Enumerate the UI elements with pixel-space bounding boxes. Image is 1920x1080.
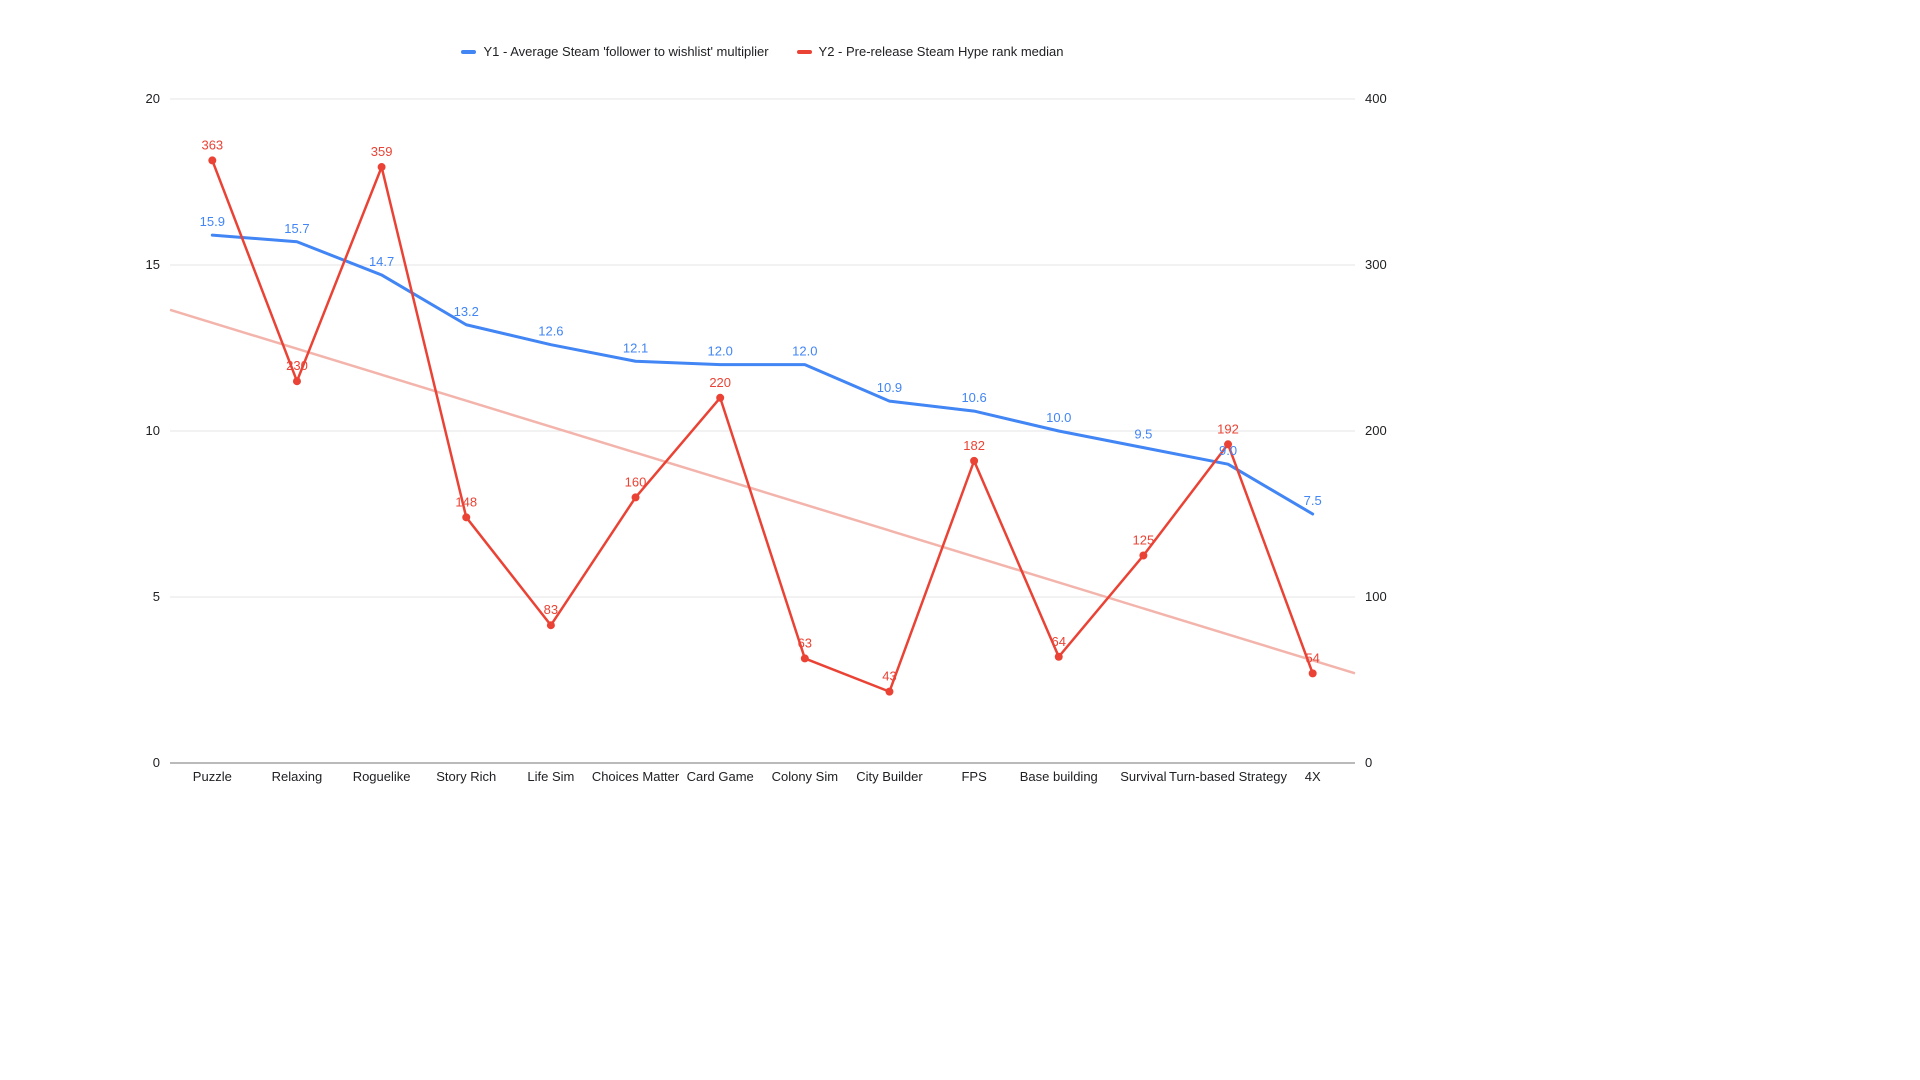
category-label: Base building [1020,769,1098,784]
right-axis-tick-label: 400 [1365,91,1387,106]
y2-data-point[interactable] [292,377,301,386]
y1-legend-label: Y1 - Average Steam 'follower to wishlist… [483,44,769,59]
category-label: Choices Matter [592,769,680,784]
category-label: FPS [961,769,987,784]
y2-data-label: 363 [201,137,223,152]
y2-data-point[interactable] [1308,669,1317,678]
y2-data-point[interactable] [631,493,640,502]
right-axis-tick-label: 200 [1365,423,1387,438]
category-label: 4X [1305,769,1321,784]
y2-data-label: 160 [625,474,647,489]
y2-data-label: 83 [544,602,558,617]
left-axis-tick-label: 5 [153,589,160,604]
right-axis-tick-label: 100 [1365,589,1387,604]
category-label: Survival [1120,769,1166,784]
y2-data-point[interactable] [462,513,471,522]
chart-legend: Y1 - Average Steam 'follower to wishlist… [170,45,1355,59]
category-label: Colony Sim [772,769,838,784]
y1-data-label: 9.0 [1219,443,1237,458]
legend-item-y1[interactable]: Y1 - Average Steam 'follower to wishlist… [461,44,769,59]
category-label: City Builder [856,769,923,784]
y2-data-label: 230 [286,358,308,373]
y2-legend-label: Y2 - Pre-release Steam Hype rank median [818,44,1064,59]
y1-legend-swatch-icon [461,50,477,54]
y1-data-label: 10.9 [877,380,902,395]
category-label: Relaxing [272,769,323,784]
y2-data-point[interactable] [716,393,725,402]
y2-data-point[interactable] [208,156,217,165]
category-label: Roguelike [353,769,411,784]
left-axis-tick-label: 15 [146,257,160,272]
category-label: Puzzle [193,769,232,784]
y1-data-label: 12.0 [792,344,817,359]
y1-data-label: 15.9 [200,214,225,229]
y1-data-label: 13.2 [454,304,479,319]
y1-data-label: 14.7 [369,254,394,269]
legend-item-y2[interactable]: Y2 - Pre-release Steam Hype rank median [796,44,1064,59]
left-axis-tick-label: 20 [146,91,160,106]
y2-data-label: 64 [1052,634,1066,649]
y2-data-label: 220 [709,375,731,390]
y1-data-label: 12.0 [708,344,733,359]
y2-data-label: 125 [1133,533,1155,548]
y2-data-point[interactable] [800,654,809,663]
left-axis-tick-label: 0 [153,755,160,770]
y2-data-label: 54 [1305,650,1319,665]
y1-data-label: 9.5 [1134,427,1152,442]
y2-data-label: 43 [882,669,896,684]
category-label: Turn-based Strategy [1169,769,1288,784]
y1-series-line [210,233,1315,516]
y2-data-label: 192 [1217,421,1239,436]
y2-trendline [169,308,1356,675]
y1-data-label: 12.6 [538,324,563,339]
y2-data-point[interactable] [1139,551,1148,560]
y1-data-label: 10.0 [1046,410,1071,425]
y2-data-label: 148 [455,494,477,509]
y2-series-line [211,159,1314,693]
left-axis-tick-label: 10 [146,423,160,438]
y2-data-point[interactable] [970,456,979,465]
category-label: Story Rich [436,769,496,784]
y2-legend-swatch-icon [796,50,812,54]
category-label: Life Sim [527,769,574,784]
right-axis-tick-label: 300 [1365,257,1387,272]
y1-data-label: 12.1 [623,340,648,355]
right-axis-tick-label: 0 [1365,755,1372,770]
category-label: Card Game [687,769,754,784]
y2-data-label: 182 [963,438,985,453]
y1-data-label: 7.5 [1304,493,1322,508]
y2-data-point[interactable] [885,687,894,696]
y2-data-point[interactable] [546,621,555,630]
y2-data-label: 63 [798,635,812,650]
y2-data-point[interactable] [377,163,386,172]
y2-data-point[interactable] [1224,440,1233,449]
y2-data-label: 359 [371,144,393,159]
y2-data-point[interactable] [1054,652,1063,661]
y1-data-label: 10.6 [961,390,986,405]
y1-data-label: 15.7 [284,221,309,236]
